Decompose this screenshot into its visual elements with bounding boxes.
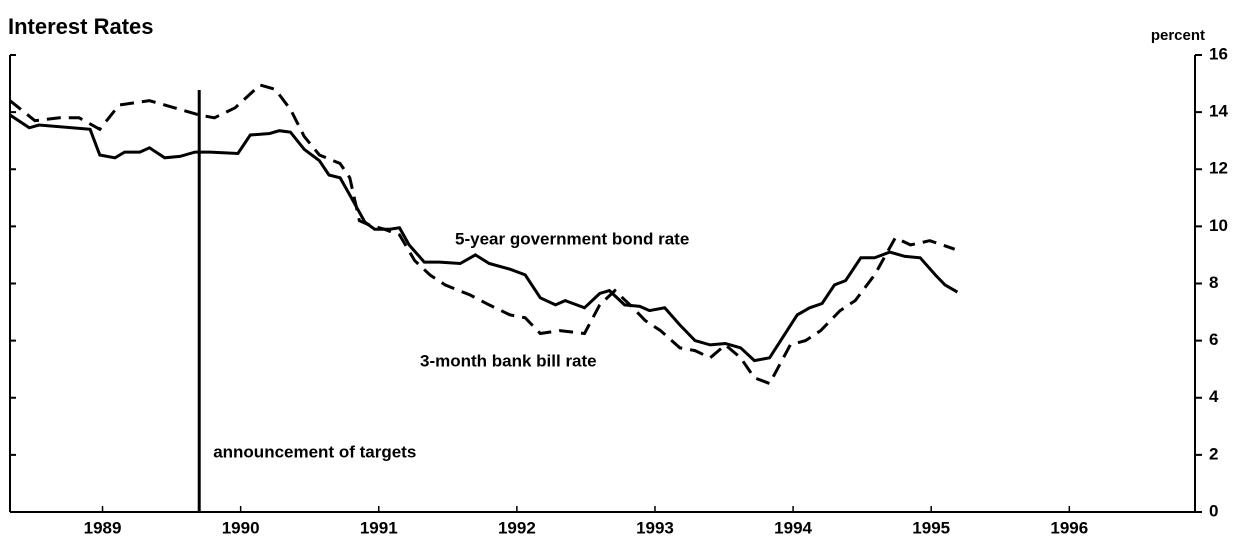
y-tick-label: 8	[1209, 273, 1218, 292]
y-tick-label: 12	[1209, 159, 1228, 178]
y-tick-label: 2	[1209, 444, 1218, 463]
y-tick-label: 4	[1209, 387, 1219, 406]
x-tick-label: 1990	[222, 518, 260, 537]
x-tick-label: 1996	[1050, 518, 1088, 537]
y-axis-label: percent	[1151, 27, 1205, 44]
event-label: announcement of targets	[213, 442, 416, 461]
y-tick-label: 0	[1209, 501, 1218, 520]
y-tick-label: 10	[1209, 216, 1228, 235]
x-tick-label: 1994	[774, 518, 812, 537]
series-line	[9, 113, 959, 363]
series-label: 3-month bank bill rate	[420, 351, 597, 370]
y-tick-label: 6	[1209, 330, 1218, 349]
x-tick-label: 1993	[636, 518, 674, 537]
x-tick-label: 1992	[498, 518, 536, 537]
x-tick-label: 1995	[912, 518, 950, 537]
x-tick-label: 1989	[84, 518, 122, 537]
y-tick-label: 14	[1209, 102, 1228, 121]
y-tick-label: 16	[1209, 44, 1228, 63]
series-line	[9, 83, 956, 386]
chart-title: Interest Rates	[8, 14, 154, 39]
series-label: 5-year government bond rate	[455, 229, 689, 248]
x-tick-label: 1991	[360, 518, 398, 537]
